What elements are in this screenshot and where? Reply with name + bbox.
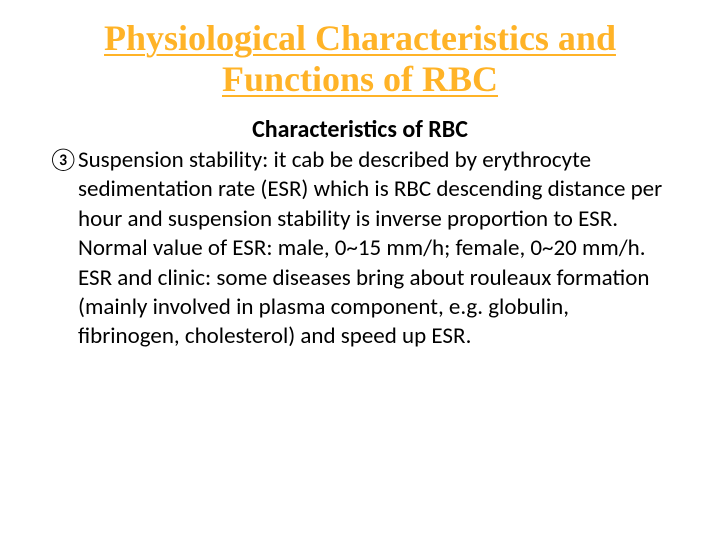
- slide: Physiological Characteristics and Functi…: [0, 0, 720, 540]
- list-item-text: Suspension stability: it cab be describe…: [78, 146, 672, 234]
- clinic-line: ESR and clinic: some diseases bring abou…: [48, 264, 672, 352]
- slide-title: Physiological Characteristics and Functi…: [34, 18, 686, 101]
- list-item: ③ Suspension stability: it cab be descri…: [48, 146, 672, 234]
- circled-number-marker: ③: [48, 146, 78, 175]
- slide-subtitle: Characteristics of RBC: [34, 115, 686, 144]
- normal-value-line: Normal value of ESR: male, 0~15 mm/h; fe…: [48, 234, 672, 263]
- body-block: ③ Suspension stability: it cab be descri…: [34, 146, 686, 352]
